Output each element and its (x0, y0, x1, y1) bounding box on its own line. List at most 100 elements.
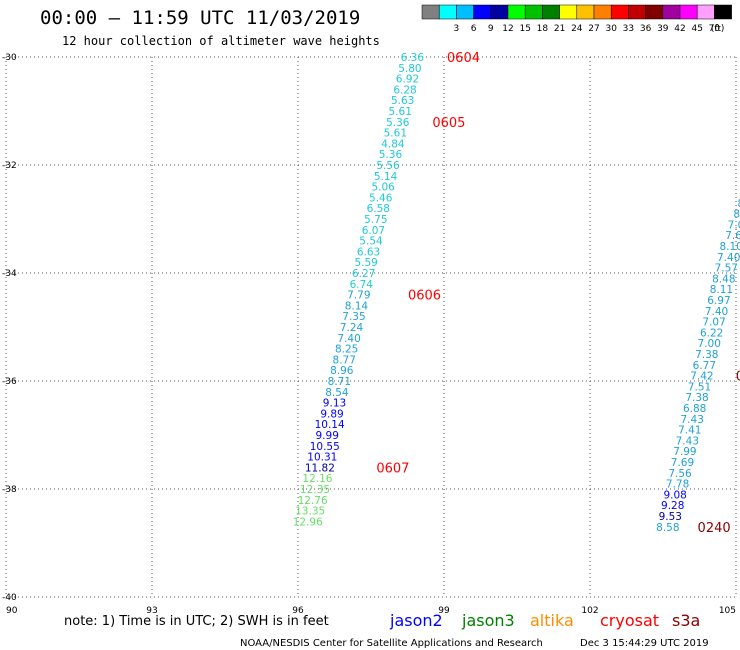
wave-height-value: 7.43 (676, 435, 699, 447)
legend-swatch (679, 4, 698, 20)
legend-label: 36 (640, 24, 652, 34)
x-tick-label: 90 (6, 606, 18, 616)
wave-height-value: 8.10 (719, 241, 740, 253)
legend-swatch (421, 4, 440, 20)
y-tick-label: -34 (2, 269, 17, 279)
wave-height-value: 6.07 (362, 225, 385, 237)
pass-time-label: 0604 (447, 51, 480, 66)
wave-height-value: 9.99 (316, 430, 339, 442)
legend-swatch (645, 4, 664, 20)
wave-height-value: 6.27 (352, 268, 375, 280)
wave-height-value: 5.75 (364, 214, 387, 226)
legend-label: 27 (588, 24, 599, 34)
legend-swatch (542, 4, 560, 20)
wave-height-value: 8.58 (656, 522, 679, 534)
legend-swatch (524, 4, 543, 20)
satellite-legend: jason2 jason3 altika cryosat s3a (389, 611, 700, 630)
footer-source: NOAA/NESDIS Center for Satellite Applica… (240, 638, 543, 649)
legend-swatch (593, 4, 612, 20)
wave-height-value: 11.82 (305, 462, 335, 474)
wave-height-value: 7.56 (668, 468, 692, 480)
legend-label: 24 (571, 24, 583, 34)
legend-swatch (438, 4, 457, 20)
legend-label: 6 (471, 24, 477, 34)
wave-height-value: 7.99 (673, 446, 696, 458)
pass-time-label: 0606 (408, 289, 441, 304)
x-tick-label: 99 (438, 606, 450, 616)
satellite-s3a: s3a (672, 611, 700, 630)
wave-height-value: 12.35 (300, 484, 330, 496)
legend-swatch (714, 4, 732, 20)
legend-label: 18 (537, 24, 549, 34)
legend-label: 9 (488, 24, 494, 34)
wave-height-value: 6.28 (393, 84, 416, 96)
wave-height-value: 7.43 (681, 414, 704, 426)
wave-height-value: 6.63 (357, 246, 380, 258)
wave-height-value: 12.76 (298, 495, 328, 507)
x-tick-label: 105 (719, 606, 736, 616)
satellite-cryosat: cryosat (600, 611, 659, 630)
wave-height-value: 9.08 (663, 489, 686, 501)
legend-label: 70 (709, 24, 721, 34)
wave-height-value: 6.88 (683, 403, 706, 415)
wave-height-value: 7.0 (728, 219, 740, 231)
wave-height-value: 6.74 (350, 279, 374, 291)
legend-swatch (628, 4, 646, 20)
axis-ticks: 90 93 96 99 102 105 -30 -32 -34 -36 -38 -40 (2, 53, 736, 616)
wave-height-value: 7.42 (690, 371, 713, 383)
wave-height-value: 7.35 (342, 311, 365, 323)
wave-height-value: 4.84 (381, 138, 405, 150)
y-tick-label: -40 (2, 593, 17, 603)
legend-swatch (507, 4, 526, 20)
legend-label: 45 (691, 24, 702, 34)
legend-label: 33 (623, 24, 634, 34)
wave-height-value: 6.36 (401, 52, 425, 64)
wave-height-value: 8.71 (328, 376, 351, 388)
wave-height-value: 8.25 (335, 344, 358, 356)
wave-height-value: 5.63 (391, 95, 414, 107)
wave-height-value: 6.77 (693, 360, 716, 372)
legend-swatch (559, 4, 578, 20)
wave-height-value: 10.55 (310, 441, 340, 453)
wave-height-value: 8.14 (345, 300, 369, 312)
wave-height-value: 7.40 (717, 252, 740, 264)
wave-height-value: 8.77 (333, 354, 356, 366)
wave-height-value: 7.38 (695, 349, 718, 361)
wave-height-value: 8.54 (325, 387, 349, 399)
wave-height-value: 8.11 (710, 284, 733, 296)
wave-height-value: 10.31 (307, 452, 337, 464)
wave-height-value: 6.97 (707, 295, 730, 307)
x-tick-label: 102 (581, 606, 598, 616)
wave-height-value: 5.46 (369, 192, 393, 204)
wave-height-value: 7.40 (705, 306, 728, 318)
wave-height-value: 9.89 (320, 408, 343, 420)
wave-height-value: 5.06 (371, 182, 395, 194)
wave-height-value: 7.40 (337, 333, 360, 345)
wave-height-value: 5.59 (354, 257, 377, 269)
wave-height-value: 8.48 (712, 273, 735, 285)
footer-timestamp: Dec 3 15:44:29 UTC 2019 (580, 638, 709, 649)
wave-height-value: 6.92 (396, 74, 419, 86)
wave-height-value: 5.36 (379, 149, 403, 161)
legend-unit: (ft) (711, 24, 725, 34)
legend-swatch (662, 4, 681, 20)
pass-time-label: 0240 (698, 521, 731, 536)
y-tick-label: -30 (2, 53, 17, 63)
wave-height-value: 7.57 (715, 263, 738, 275)
legend-label: 30 (605, 24, 617, 34)
wave-height-value: 5.56 (376, 160, 400, 172)
legend-swatch (456, 4, 474, 20)
wave-height-value: 7.6 (725, 230, 740, 242)
wave-height-value: 7.07 (702, 317, 725, 329)
wave-height-value: 7.51 (688, 381, 711, 393)
y-tick-label: -36 (2, 377, 17, 387)
legend-label: 39 (657, 24, 669, 34)
legend-swatch (610, 4, 629, 20)
wave-height-value: 5.36 (386, 117, 410, 129)
legend-label: 12 (502, 24, 513, 34)
wave-height-value: 5.61 (384, 128, 407, 140)
wave-height-value: 7.41 (678, 425, 701, 437)
legend-swatch (490, 4, 509, 20)
chart-subtitle: 12 hour collection of altimeter wave hei… (62, 34, 380, 48)
wave-height-value: 7.00 (698, 338, 721, 350)
